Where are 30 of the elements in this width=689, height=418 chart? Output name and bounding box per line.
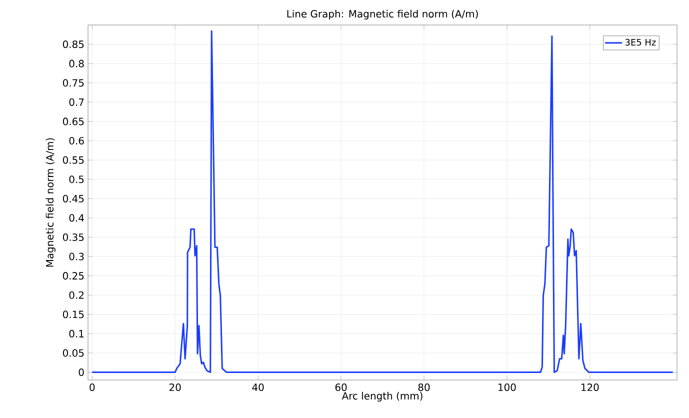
y-tick-label: 0.85 xyxy=(62,40,84,48)
y-tick-label: 0.2 xyxy=(69,291,84,299)
x-tick-label: 0 xyxy=(90,384,95,392)
y-tick-label: 0.8 xyxy=(69,60,84,68)
legend-label: 3E5 Hz xyxy=(625,38,656,46)
y-tick-label: 0.4 xyxy=(69,214,84,222)
chart-title: Line Graph: Magnetic field norm (A/m) xyxy=(287,10,478,20)
x-tick-label: 80 xyxy=(418,384,430,392)
x-tick-label: 40 xyxy=(252,384,264,392)
x-tick-label: 60 xyxy=(335,384,347,392)
y-tick-label: 0.35 xyxy=(62,233,84,241)
x-tick-label: 20 xyxy=(170,384,181,392)
y-tick-label: 0.25 xyxy=(62,272,84,280)
y-tick-label: 0.45 xyxy=(62,194,84,202)
x-tick-label: 100 xyxy=(498,384,516,392)
y-tick-label: 0.65 xyxy=(62,118,84,126)
x-axis-title: Arc length (mm) xyxy=(342,392,422,402)
y-axis-title: Magnetic field norm (A/m) xyxy=(46,138,56,267)
y-tick-label: 0.6 xyxy=(69,136,84,145)
line-series xyxy=(91,30,674,374)
y-tick-label: 0 xyxy=(78,368,84,376)
y-tick-label: 0.15 xyxy=(62,310,84,318)
y-tick-label: 0.55 xyxy=(62,156,84,164)
y-tick-label: 0.05 xyxy=(62,349,84,357)
y-tick-label: 0.3 xyxy=(69,252,84,260)
y-tick-label: 0.75 xyxy=(62,79,84,87)
y-tick-label: 0.1 xyxy=(69,330,84,338)
y-tick-label: 0.5 xyxy=(69,176,84,184)
x-tick-label: 120 xyxy=(581,384,599,392)
y-tick-label: 0.7 xyxy=(69,98,84,106)
